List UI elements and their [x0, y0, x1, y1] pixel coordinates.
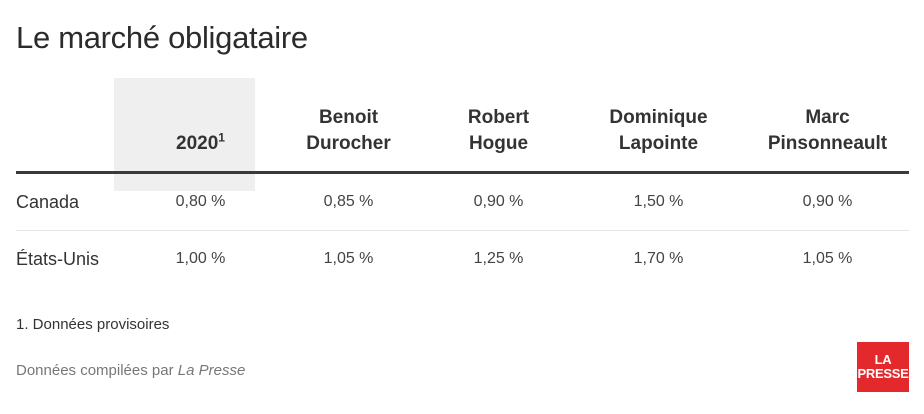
logo-line: LA: [874, 352, 892, 367]
column-header-line: Dominique: [609, 107, 708, 128]
header-row: 20201 Benoit Durocher Robert Hogue Domin…: [16, 96, 909, 171]
source-name: La Presse: [177, 362, 246, 379]
table-cell: 1,70 %: [633, 250, 684, 267]
table-row-etats-unis: États-Unis 1,00 % 1,05 % 1,25 % 1,70 % 1…: [16, 231, 909, 287]
table-cell: 0,90 %: [473, 193, 524, 210]
row-label: Canada: [16, 192, 80, 212]
la-presse-logo: LA PRESSE: [857, 342, 909, 392]
column-header-benoit-durocher: Benoit Durocher: [271, 105, 426, 157]
table-cell: 0,85 %: [323, 193, 374, 210]
source-credit: Données compilées par La Presse: [16, 362, 245, 379]
column-header-line: Pinsonneault: [767, 133, 888, 154]
footnote-marker: 1: [218, 130, 225, 145]
column-header-line: Benoit: [318, 107, 379, 128]
table-cell: 0,80 %: [175, 193, 226, 210]
row-divider: [16, 230, 909, 231]
column-header-dominique-lapointe: Dominique Lapointe: [571, 105, 746, 157]
column-header-text: 2020: [176, 133, 219, 154]
table-cell: 1,50 %: [633, 193, 684, 210]
footnote: 1. Données provisoires: [16, 316, 170, 333]
column-header-marc-pinsonneault: Marc Pinsonneault: [746, 105, 909, 157]
column-header-line: Robert: [467, 107, 530, 128]
column-header-line: Hogue: [468, 133, 529, 154]
table-cell: 1,05 %: [802, 250, 853, 267]
chart-title: Le marché obligataire: [16, 20, 308, 55]
table-cell: 1,05 %: [323, 250, 374, 267]
logo-line: PRESSE: [857, 366, 909, 381]
header-divider: [16, 171, 909, 174]
column-header-line: Lapointe: [618, 133, 699, 154]
column-header-line: Marc: [805, 107, 850, 128]
table-cell: 1,25 %: [473, 250, 524, 267]
column-header-robert-hogue: Robert Hogue: [426, 105, 571, 157]
source-prefix: Données compilées par: [16, 362, 178, 379]
table-cell: 0,90 %: [802, 193, 853, 210]
data-table: 20201 Benoit Durocher Robert Hogue Domin…: [16, 96, 909, 287]
table-cell: 1,00 %: [175, 250, 226, 267]
table-row-canada: Canada 0,80 % 0,85 % 0,90 % 1,50 % 0,90 …: [16, 174, 909, 230]
column-header-line: Durocher: [306, 133, 391, 154]
row-label: États-Unis: [16, 249, 100, 269]
column-header-2020: 20201: [130, 131, 271, 157]
